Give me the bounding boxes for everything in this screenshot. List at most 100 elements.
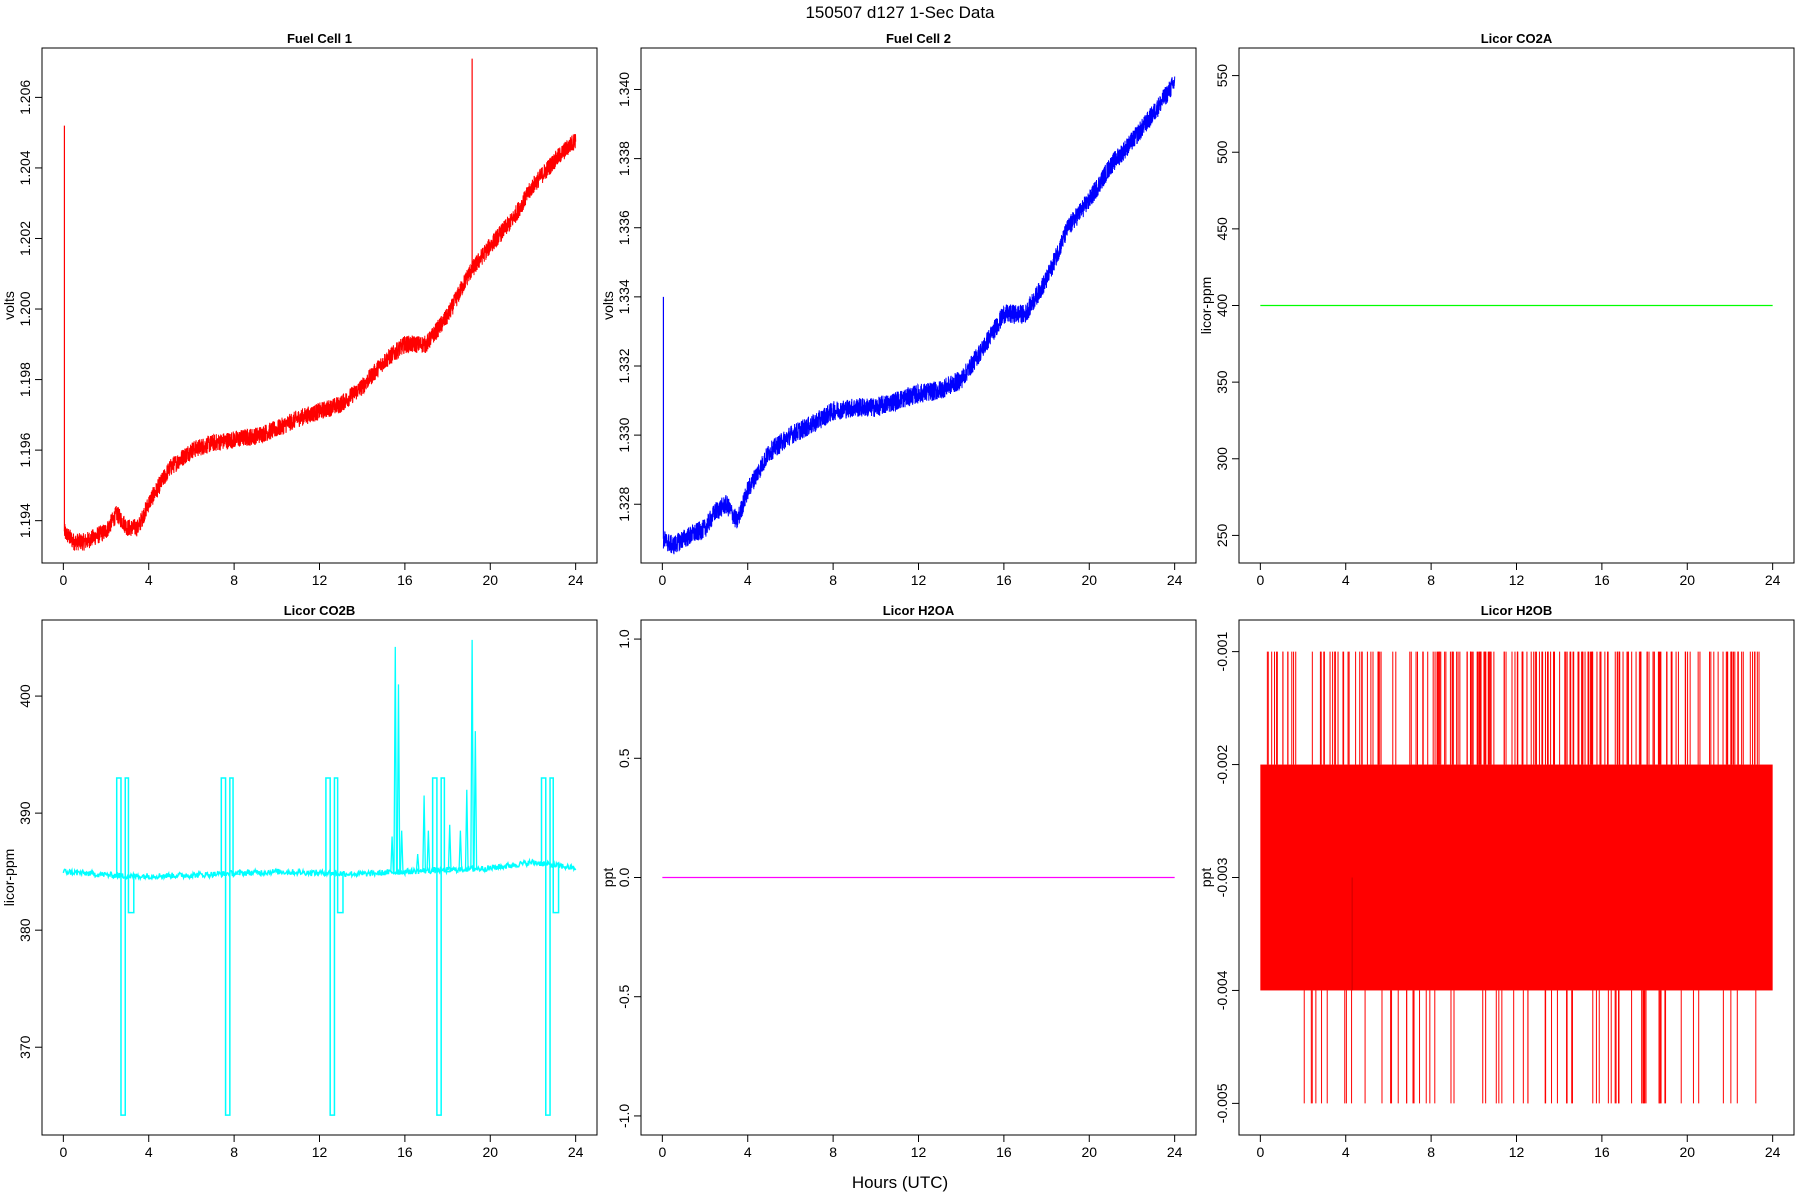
calibration-step [540,777,560,1116]
x-tick-label: 4 [145,572,153,588]
chart-panels: Fuel Cell 1 volts 0 4 8 12 16 20 24 1.194 1.196 1.1… [1,31,1795,1160]
chart-panel-2: Fuel Cell 2 volts 0 4 8 12 16 20 24 1.328 1.330 1.3… [600,31,1197,588]
y-axis-label: licor-ppm [1,849,17,907]
calibration-step [220,777,240,1116]
figure-x-axis-label: Hours (UTC) [852,1173,948,1192]
y-tick-label: 350 [1214,370,1230,394]
x-tick-label: 8 [829,1144,837,1160]
x-tick-label: 8 [1427,572,1435,588]
peak-line [390,836,395,873]
y-tick-label: -0.002 [1214,745,1230,785]
y-tick-label: -0.003 [1214,857,1230,897]
y-tick-label: 550 [1214,64,1230,88]
x-tick-label: 24 [568,572,584,588]
chart-panel-5: Licor H2OA ppt 0 4 8 12 16 20 24 -1.0 -0.5 0.0 0.5 1.… [600,603,1197,1160]
y-tick-label: 1.206 [17,80,33,115]
x-tick-label: 4 [145,1144,153,1160]
y-tick-label: 450 [1214,217,1230,241]
plot-area [662,76,1176,555]
x-tick-label: 16 [397,572,413,588]
x-tick-label: 12 [312,1144,328,1160]
x-tick-label: 8 [230,572,238,588]
x-tick-label: 0 [59,572,67,588]
y-tick-label: -0.005 [1214,1083,1230,1123]
x-tick-label: 20 [482,1144,498,1160]
y-tick-label: 1.0 [616,629,632,649]
panel-title: Fuel Cell 2 [886,31,951,46]
y-tick-label: 0.0 [616,868,632,888]
y-tick-label: 1.194 [17,503,33,538]
peak-line [447,824,452,870]
x-tick-label: 20 [1679,1144,1695,1160]
x-tick-label: 16 [996,572,1012,588]
y-tick-label: 300 [1214,447,1230,471]
chart-panel-4: Licor CO2B licor-ppm 0 4 8 12 16 20 24 370 380 390 4… [1,603,598,1160]
series-line [62,857,577,882]
y-tick-label: 1.200 [17,291,33,326]
y-tick-label: 380 [17,918,33,942]
y-tick-label: 1.330 [616,417,632,452]
y-tick-label: 390 [17,801,33,825]
x-tick-label: 0 [1256,572,1264,588]
peak-line [464,789,469,870]
peak-line [415,854,420,872]
plot-frame [41,47,598,564]
plot-area [1260,651,1773,1104]
x-tick-label: 24 [1167,1144,1183,1160]
x-tick-label: 0 [658,1144,666,1160]
y-axis-label: ppt [600,868,616,888]
x-tick-label: 16 [1594,572,1610,588]
y-axis-label: volts [1,291,17,320]
y-tick-label: 1.196 [17,432,33,467]
y-tick-label: 1.198 [17,362,33,397]
y-axis-label: ppt [1198,868,1214,888]
peak-line [458,830,463,870]
y-tick-label: 1.328 [616,487,632,522]
x-tick-label: 8 [230,1144,238,1160]
figure-title: 150507 d127 1-Sec Data [805,3,995,22]
plot-area [62,639,577,1116]
x-tick-label: 8 [1427,1144,1435,1160]
panel-title: Licor H2OB [1481,603,1553,618]
peak-line [396,684,401,873]
x-tick-label: 12 [1509,572,1525,588]
x-tick-label: 4 [1342,1144,1350,1160]
noise-band [1260,764,1773,991]
calibration-step [115,777,135,1116]
panel-title: Licor CO2B [284,603,356,618]
peak-line [422,795,427,871]
y-tick-label: 400 [1214,294,1230,318]
peak-line [393,646,398,873]
x-tick-label: 24 [1765,1144,1781,1160]
calibration-step [431,777,451,1116]
x-tick-label: 0 [658,572,666,588]
y-tick-label: 400 [17,684,33,708]
y-tick-label: 1.338 [616,141,632,176]
y-tick-label: 1.204 [17,150,33,185]
x-tick-label: 4 [1342,572,1350,588]
x-tick-label: 16 [1594,1144,1610,1160]
x-tick-label: 20 [1081,1144,1097,1160]
x-tick-label: 4 [744,572,752,588]
panel-title: Licor CO2A [1481,31,1553,46]
y-tick-label: 1.336 [616,210,632,245]
series-line [662,76,1176,555]
x-tick-label: 16 [996,1144,1012,1160]
y-tick-label: 1.332 [616,348,632,383]
peak-line [473,731,478,869]
y-tick-label: -0.5 [616,984,632,1008]
x-tick-label: 12 [911,1144,927,1160]
y-axis-label: volts [600,291,616,320]
y-tick-label: -1.0 [616,1104,632,1128]
peak-line [426,830,431,871]
y-tick-label: -0.001 [1214,632,1230,672]
chart-panel-3: Licor CO2A licor-ppm 0 4 8 12 16 20 24 250 300 350 4… [1198,31,1795,588]
y-tick-label: 1.202 [17,221,33,256]
x-tick-label: 20 [482,572,498,588]
panel-title: Licor H2OA [883,603,955,618]
x-tick-label: 12 [1509,1144,1525,1160]
y-tick-label: 500 [1214,140,1230,164]
x-tick-label: 20 [1081,572,1097,588]
chart-panel-6: Licor H2OB ppt 0 4 8 12 16 20 24 -0.005 -0.004 -0.0… [1198,603,1795,1160]
